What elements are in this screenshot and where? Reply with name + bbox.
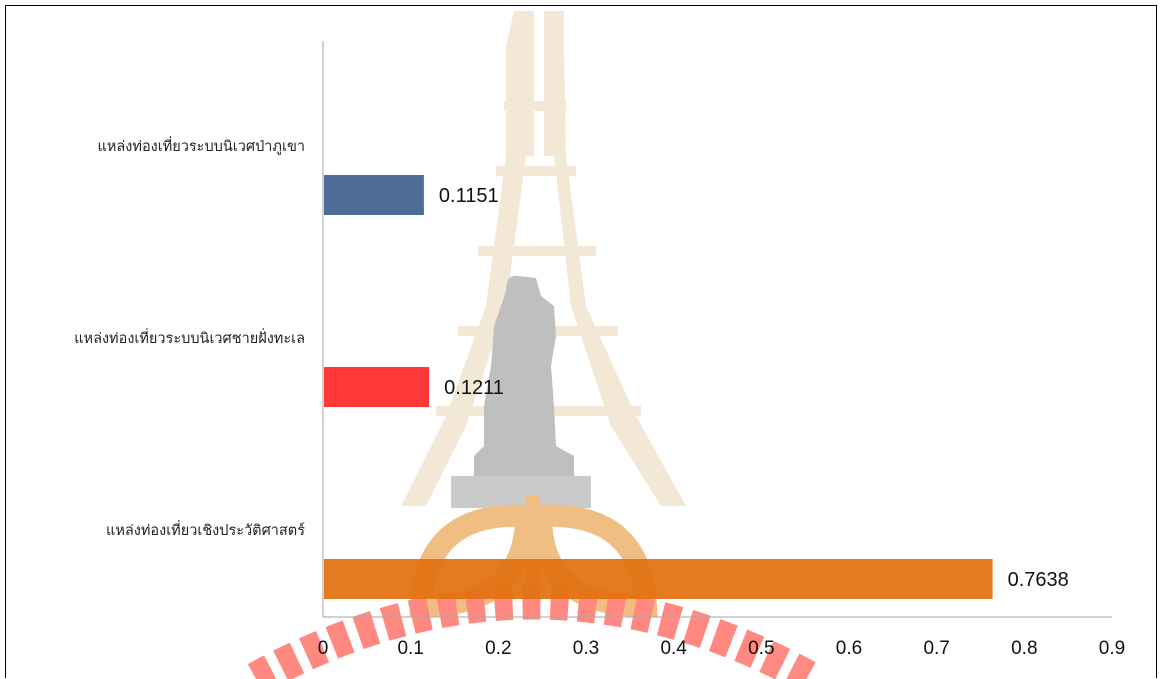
data-label-1: 0.1211 <box>444 377 504 399</box>
data-label-0: 0.1151 <box>439 185 499 207</box>
category-label-2: แหล่งท่องเที่ยวเชิงประวัติศาสตร์ <box>106 520 305 539</box>
bars-layer <box>324 175 993 599</box>
x-tick-label-6: 0.6 <box>836 638 862 659</box>
x-tick-label-7: 0.7 <box>923 638 949 659</box>
chart-frame: แหล่งท่องเที่ยวระบบนิเวศป่าภูเขาแหล่งท่อ… <box>5 5 1157 678</box>
bar-0 <box>324 175 424 215</box>
x-tick-label-2: 0.2 <box>485 638 511 659</box>
category-label-0: แหล่งท่องเที่ยวระบบนิเวศป่าภูเขา <box>98 136 305 155</box>
bar-1 <box>324 367 429 407</box>
x-tick-label-8: 0.8 <box>1011 638 1037 659</box>
bar-chart: แหล่งท่องเที่ยวระบบนิเวศป่าภูเขาแหล่งท่อ… <box>6 6 1158 679</box>
x-tick-label-0: 0 <box>318 638 329 659</box>
data-label-2: 0.7638 <box>1008 569 1069 591</box>
x-tick-label-9: 0.9 <box>1099 638 1125 659</box>
x-tick-label-3: 0.3 <box>573 638 599 659</box>
category-labels: แหล่งท่องเที่ยวระบบนิเวศป่าภูเขาแหล่งท่อ… <box>74 136 305 539</box>
bar-2 <box>324 559 993 599</box>
watermark-tower-right <box>544 11 686 506</box>
x-tick-label-5: 0.5 <box>748 638 774 659</box>
x-tick-label-4: 0.4 <box>660 638 687 659</box>
watermark-flame-arc <box>256 603 811 679</box>
x-tick-label-1: 0.1 <box>397 638 423 659</box>
category-label-1: แหล่งท่องเที่ยวระบบนิเวศชายฝั่งทะเล <box>74 328 305 347</box>
